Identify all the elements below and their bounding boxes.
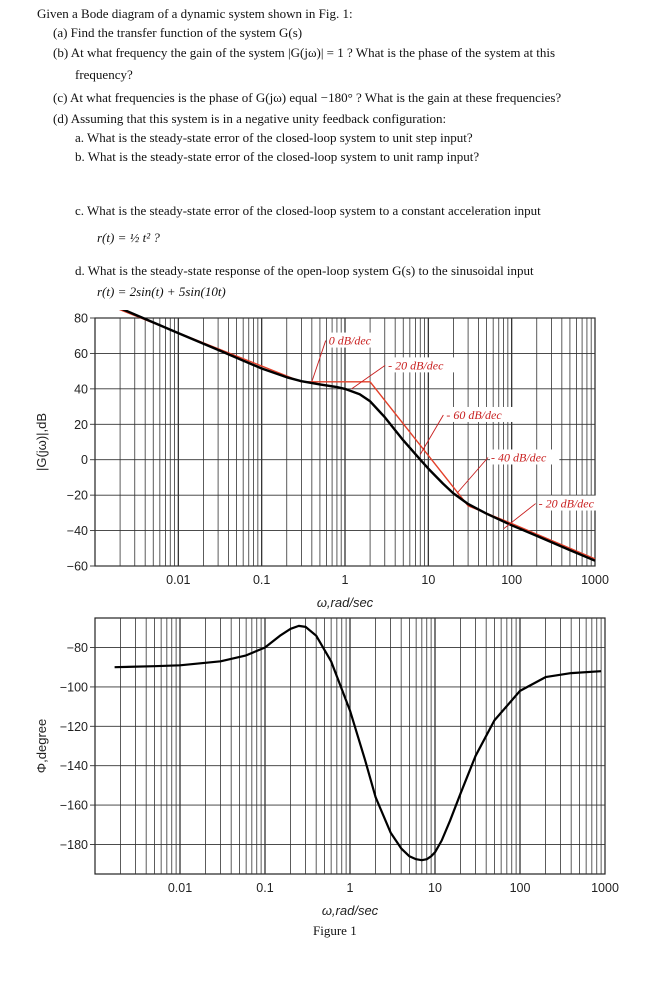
y-tick-label: −80 bbox=[67, 641, 88, 655]
annotation-background bbox=[327, 332, 379, 348]
x-tick-label: 0.01 bbox=[168, 881, 192, 895]
y-tick-label: −160 bbox=[60, 799, 88, 813]
question-c: (c) At what frequencies is the phase of … bbox=[53, 90, 562, 105]
figure-caption: Figure 1 bbox=[313, 923, 357, 938]
annotation-arrow bbox=[311, 340, 327, 382]
annotation-arrow bbox=[351, 365, 386, 390]
annotation-label: 0 dB/dec bbox=[329, 334, 372, 348]
y-tick-label: 40 bbox=[74, 382, 88, 396]
question-d-a: a. What is the steady-state error of the… bbox=[75, 130, 473, 145]
question-b-line2: frequency? bbox=[75, 67, 133, 82]
y-tick-label: −40 bbox=[67, 524, 88, 538]
x-tick-label: 1000 bbox=[591, 881, 619, 895]
y-tick-label: 20 bbox=[74, 418, 88, 432]
annotation-label: - 40 dB/dec bbox=[491, 450, 547, 464]
x-tick-label: 0.1 bbox=[256, 881, 273, 895]
question-a: (a) Find the transfer function of the sy… bbox=[53, 25, 303, 40]
annotation-background bbox=[537, 495, 607, 511]
question-d-d: d. What is the steady-state response of … bbox=[75, 263, 534, 278]
annotation-label: - 20 dB/dec bbox=[388, 358, 444, 372]
annotation-label: - 20 dB/dec bbox=[539, 497, 595, 511]
y-tick-label: −120 bbox=[60, 720, 88, 734]
y-axis-label: Φ,degree bbox=[34, 719, 49, 773]
question-d: (d) Assuming that this system is in a ne… bbox=[53, 111, 447, 126]
question-d-d-formula: r(t) = 2sin(t) + 5sin(10t) bbox=[97, 284, 226, 299]
x-tick-label: 0.01 bbox=[166, 573, 190, 587]
x-tick-label: 0.1 bbox=[253, 573, 270, 587]
annotation-arrow bbox=[456, 457, 489, 494]
question-b-line1: (b) At what frequency the gain of the sy… bbox=[53, 45, 556, 60]
y-tick-label: −180 bbox=[60, 838, 88, 852]
y-tick-label: −140 bbox=[60, 759, 88, 773]
x-axis-label: ω,rad/sec bbox=[317, 595, 374, 610]
question-d-b: b. What is the steady-state error of the… bbox=[75, 149, 480, 164]
y-tick-label: 60 bbox=[74, 347, 88, 361]
annotation-arrow bbox=[419, 414, 444, 455]
series-line-1 bbox=[118, 310, 596, 560]
x-tick-label: 10 bbox=[421, 573, 435, 587]
y-axis-label: |G(jω)|,dB bbox=[34, 413, 49, 471]
y-tick-label: −60 bbox=[67, 560, 88, 574]
x-tick-label: 10 bbox=[428, 881, 442, 895]
x-axis-label: ω,rad/sec bbox=[322, 903, 379, 918]
phase-plot: −80 −100 −120 −140 −160 −180 0.01 0.1 1 10 100 1000… bbox=[34, 617, 619, 918]
problem-intro: Given a Bode diagram of a dynamic system… bbox=[37, 6, 353, 21]
y-tick-label: −100 bbox=[60, 680, 88, 694]
question-d-c: c. What is the steady-state error of the… bbox=[75, 203, 541, 218]
annotation-arrow bbox=[503, 503, 536, 530]
y-tick-label: −20 bbox=[67, 489, 88, 503]
annotation-background bbox=[445, 406, 515, 422]
x-tick-label: 1 bbox=[342, 573, 349, 587]
annotation-label: - 60 dB/dec bbox=[446, 408, 502, 422]
question-d-c-formula: r(t) = ½ t² ? bbox=[97, 230, 160, 245]
y-tick-label: 0 bbox=[81, 453, 88, 467]
series-line-0 bbox=[114, 624, 602, 862]
x-tick-label: 1000 bbox=[581, 573, 609, 587]
series-line-0 bbox=[121, 310, 596, 562]
annotation-background bbox=[490, 449, 560, 465]
x-tick-label: 100 bbox=[510, 881, 531, 895]
y-tick-label: 80 bbox=[74, 312, 88, 326]
magnitude-plot: 80 60 40 20 0 −20 −40 −60 0.01 0.1 1 10 100 1000 ω,rad… bbox=[34, 310, 609, 610]
x-tick-label: 1 bbox=[347, 881, 354, 895]
annotation-background bbox=[387, 357, 457, 373]
x-tick-label: 100 bbox=[501, 573, 522, 587]
